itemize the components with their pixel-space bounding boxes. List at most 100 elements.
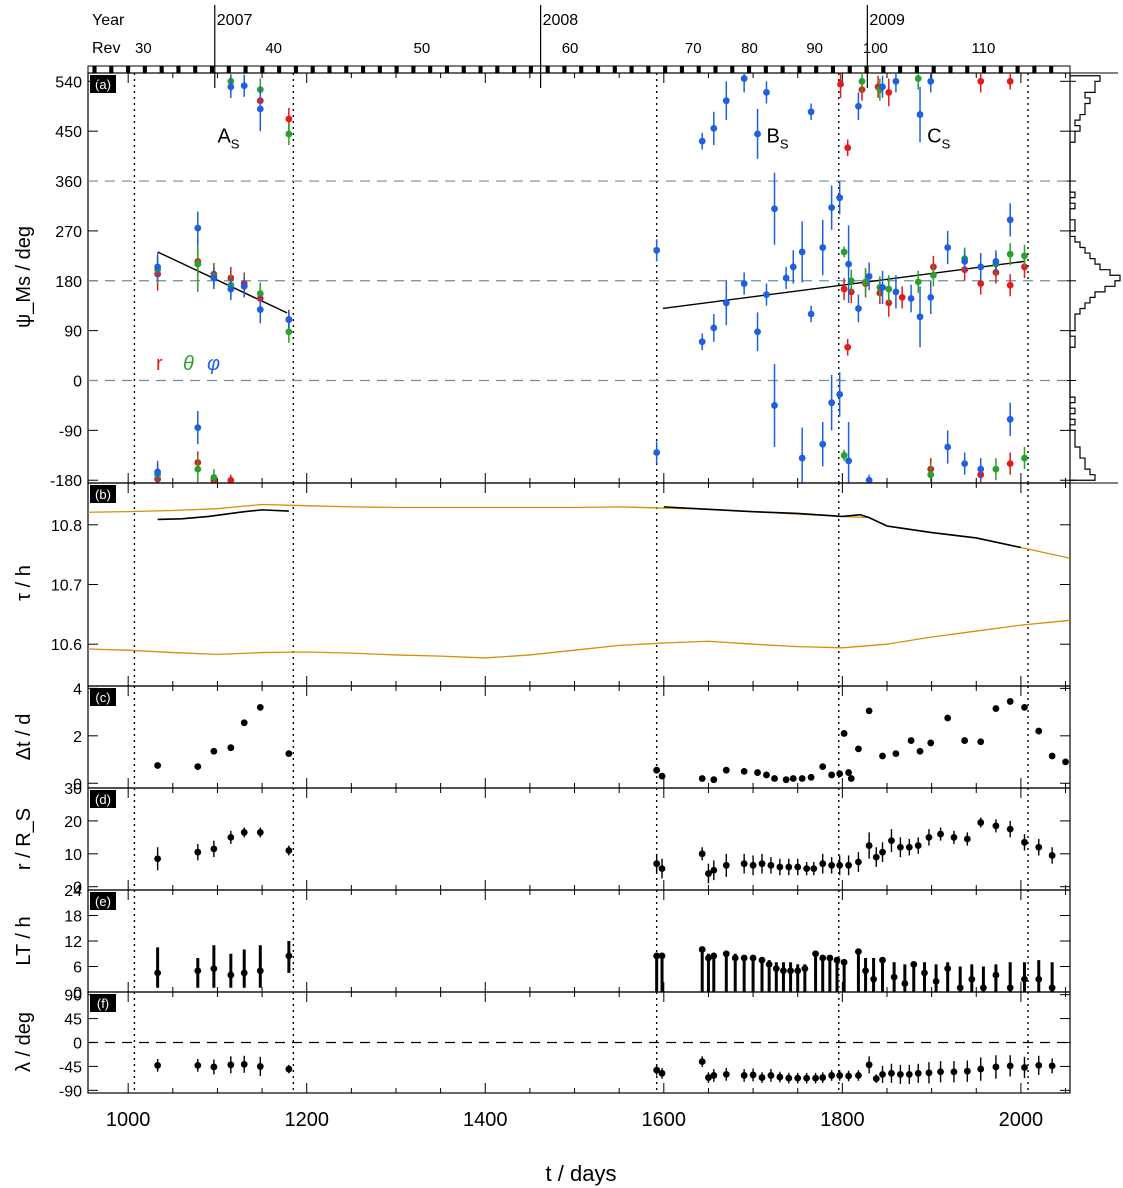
y-tick-label: -45 [59, 1059, 82, 1076]
point-phi [845, 457, 853, 465]
data-point [754, 769, 761, 776]
point-theta [885, 285, 893, 293]
data-point [992, 971, 1000, 979]
data-point [194, 967, 202, 975]
y-tick-label: 4 [73, 681, 82, 698]
data-point [154, 762, 162, 769]
point-phi [740, 280, 748, 287]
point-theta [992, 465, 1000, 473]
panel-2: (c) Δt / d 0 2 4 [13, 681, 1071, 793]
rev-band-segment [512, 66, 517, 73]
bottom-axis: t / days 1000 1200 1400 1600 1800 2000 [106, 1109, 1043, 1186]
rev-band-segment [646, 66, 651, 73]
data-point [910, 960, 918, 968]
point-phi [961, 460, 969, 468]
rev-band-segment [394, 66, 399, 73]
data-point [865, 707, 873, 715]
data-point [240, 969, 248, 977]
rev-band-segment [612, 66, 617, 73]
x-tick-label: 1000 [106, 1109, 151, 1131]
rev-band-segment [478, 66, 483, 73]
data-point [771, 775, 778, 782]
rev-tick-label: 80 [741, 40, 758, 57]
point-phi [819, 440, 827, 448]
data-point [810, 865, 818, 873]
data-point [833, 956, 841, 964]
point-phi [789, 263, 797, 271]
rev-band-segment [1032, 66, 1037, 73]
line-model-lower [88, 619, 1070, 659]
rev-band-segment [528, 66, 533, 73]
rev-band-segment [847, 66, 852, 73]
data-point [956, 984, 964, 992]
rev-band-segment [277, 66, 282, 73]
panel-tag-box [90, 75, 116, 93]
point-theta [914, 75, 922, 82]
point-phi [240, 282, 248, 290]
data-point [855, 1072, 862, 1079]
data-point [749, 1071, 757, 1079]
line-observed-BsCs [663, 506, 1022, 549]
data-point [888, 837, 895, 845]
y-tick-label: 30 [64, 781, 82, 798]
data-point [722, 861, 730, 869]
panel-tag: (d) [95, 792, 111, 807]
point-phi [194, 224, 202, 232]
data-point [710, 952, 718, 960]
panel-plot-area [133, 788, 1056, 890]
data-point [1021, 838, 1028, 846]
legend-r: r [156, 353, 163, 375]
data-point [840, 730, 848, 737]
data-point [1048, 1062, 1056, 1070]
rev-tick-label: 60 [562, 40, 579, 57]
y-tick-label: -180 [50, 473, 82, 490]
data-point [210, 965, 218, 973]
region-label-subscript: S [780, 136, 789, 151]
region-label-subscript: S [231, 136, 240, 151]
rev-band-segment [411, 66, 416, 73]
data-point [194, 1061, 202, 1069]
data-point [937, 1068, 944, 1076]
data-point [758, 956, 766, 964]
data-point [1048, 984, 1056, 992]
point-r [1006, 281, 1014, 289]
point-phi [256, 306, 264, 313]
point-theta [927, 471, 935, 479]
data-point [845, 769, 853, 776]
rev-band-segment [663, 66, 668, 73]
y-tick-label: -90 [59, 1083, 82, 1100]
point-phi [907, 295, 915, 302]
rev-tick-label: 110 [971, 40, 995, 57]
data-point [789, 775, 797, 782]
rev-band-segment [965, 66, 970, 73]
rev-band-segment [562, 66, 567, 73]
panel-plot-area [88, 73, 1070, 483]
panel-tag: (b) [95, 487, 111, 502]
x-tick-label: 1800 [820, 1109, 865, 1131]
histogram-outline [1069, 75, 1121, 481]
point-theta [285, 328, 293, 336]
point-phi [154, 263, 162, 271]
rev-band-segment [176, 66, 181, 73]
rev-band-segment [747, 66, 752, 73]
data-point [763, 771, 770, 779]
data-point [749, 954, 757, 962]
point-phi [194, 424, 202, 431]
rev-band-segment [293, 66, 298, 73]
point-phi [698, 137, 706, 145]
y-tick-label: 270 [55, 224, 82, 241]
data-point [992, 705, 1000, 712]
data-point [710, 776, 718, 784]
y-tick-label: 10.7 [51, 578, 82, 595]
data-point [992, 822, 1000, 830]
data-point [240, 719, 248, 727]
rev-band-segment [377, 66, 382, 73]
panel-plot-area [88, 992, 1070, 1093]
panel-3: (d) r / R_S 0 10 20 30 [13, 781, 1071, 897]
point-r [977, 280, 985, 287]
x-tick-label: 1600 [642, 1109, 687, 1131]
data-point [819, 1074, 827, 1081]
rev-band-segment [898, 66, 903, 73]
rev-band-segment [109, 66, 114, 73]
data-point [767, 861, 775, 869]
